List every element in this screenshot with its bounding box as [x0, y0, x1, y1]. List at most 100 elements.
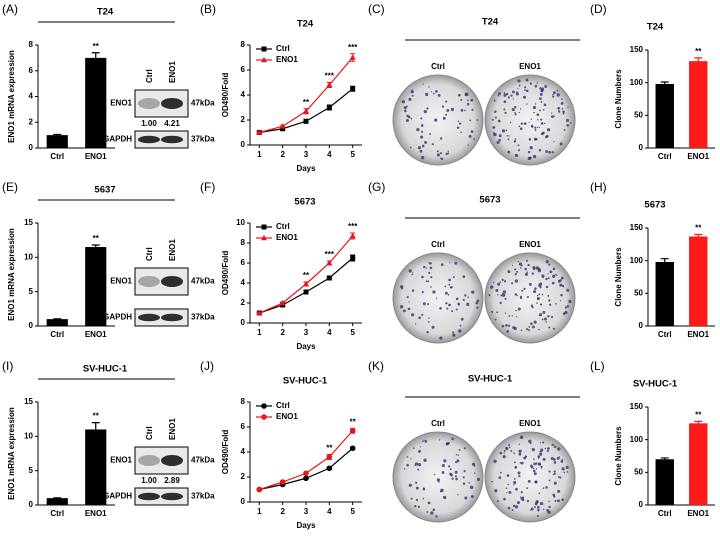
plate-label: ENO1 [519, 240, 541, 249]
colony [447, 150, 450, 153]
colony [548, 326, 551, 329]
bar [85, 247, 107, 326]
protein-label: GAPDH [103, 313, 132, 322]
colony [418, 449, 421, 453]
significance: ** [303, 98, 310, 107]
y-tick-label: 150 [630, 402, 644, 411]
colony [467, 99, 469, 102]
y-axis-label: Clone Numbers [614, 69, 623, 129]
colony [448, 278, 451, 282]
colony [560, 101, 564, 105]
colony [460, 317, 464, 321]
colony [455, 477, 458, 481]
x-tick-label: 1 [257, 328, 262, 337]
chart-title: 5637 [94, 185, 115, 196]
colony [552, 443, 555, 446]
colony [494, 318, 497, 321]
colony [557, 447, 561, 451]
error-bar [660, 258, 669, 266]
colony [490, 310, 494, 313]
y-tick-label: 4 [29, 92, 34, 101]
significance: *** [348, 222, 358, 231]
marker [326, 275, 332, 281]
colony [519, 496, 522, 498]
colony [548, 479, 551, 482]
colony [411, 313, 415, 317]
chart-title: 5673 [294, 197, 315, 208]
y-axis-label: OD490/Fold [221, 430, 230, 475]
y-tick-label: 6 [241, 422, 246, 431]
band [138, 313, 160, 322]
colony [445, 100, 448, 103]
colony [528, 138, 532, 141]
x-tick-label: Ctrl [50, 330, 64, 339]
colony [521, 289, 524, 292]
colony [530, 507, 534, 511]
colony [537, 462, 542, 466]
colony [503, 100, 507, 104]
colony [410, 90, 414, 94]
colony [548, 263, 551, 266]
colony [533, 320, 537, 324]
colony [499, 471, 502, 474]
colony [441, 471, 445, 474]
x-tick-label: 2 [280, 150, 285, 159]
colony [534, 84, 538, 88]
colony [562, 110, 565, 114]
colony [506, 135, 508, 137]
colony [542, 108, 545, 111]
colony [542, 457, 546, 461]
colony [448, 283, 451, 286]
x-axis-label: Days [296, 342, 316, 351]
colony [446, 307, 449, 310]
error-bar [53, 133, 62, 136]
colony [410, 117, 413, 120]
plate [484, 74, 576, 166]
colony [536, 302, 538, 304]
marker [349, 445, 356, 452]
band [161, 276, 183, 287]
marker [349, 232, 356, 239]
colony [518, 452, 522, 456]
colony [445, 152, 448, 156]
colony [547, 315, 550, 318]
colony [517, 260, 520, 263]
y-tick-label: 0 [29, 143, 34, 152]
colony [552, 327, 556, 330]
colony [499, 281, 502, 284]
colony [557, 110, 561, 113]
colony [512, 90, 515, 94]
colony [565, 118, 570, 122]
colony [457, 494, 459, 496]
colony [529, 442, 532, 445]
colony [539, 97, 542, 100]
colony [533, 458, 535, 460]
colony [530, 118, 533, 121]
colony [551, 281, 555, 285]
y-tick-label: 4 [241, 447, 246, 456]
colony [494, 116, 497, 119]
colony [430, 91, 433, 93]
colony [559, 279, 562, 282]
colony [451, 437, 454, 441]
colony [437, 93, 441, 97]
colony [540, 122, 544, 125]
colony [553, 445, 557, 449]
colony [566, 471, 569, 473]
marker [303, 470, 309, 477]
colony [547, 447, 550, 450]
lane-label: Ctrl [145, 426, 154, 440]
x-tick-label: 1 [257, 150, 262, 159]
colony [411, 94, 414, 97]
lane-label: ENO1 [168, 61, 177, 83]
colony [522, 95, 527, 99]
colony [550, 315, 554, 319]
colony [518, 449, 522, 453]
colony [425, 280, 428, 283]
chart-title: T24 [647, 22, 664, 33]
colony [439, 306, 442, 310]
colony [466, 302, 470, 307]
colony [496, 500, 499, 503]
colony [501, 278, 504, 281]
colony [429, 261, 432, 265]
